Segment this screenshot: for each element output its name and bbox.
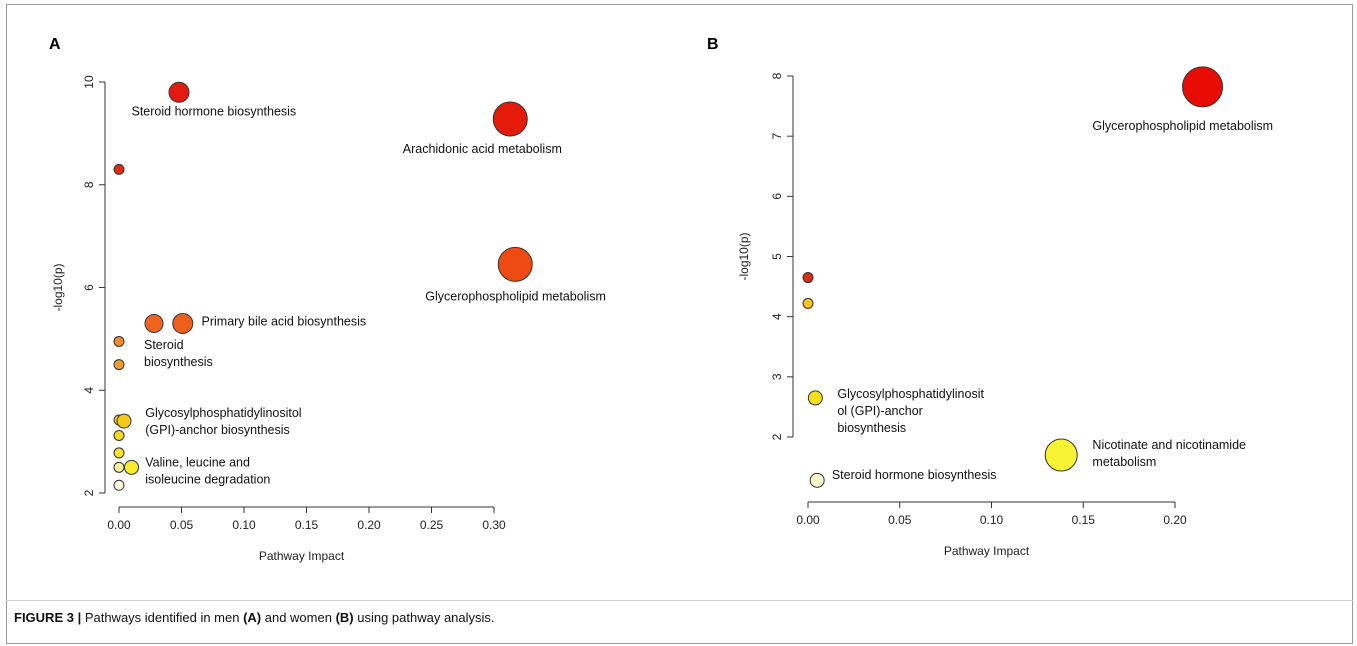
panel-a-point-label-line: (GPI)-anchor biosynthesis bbox=[145, 423, 290, 437]
panel-a-point-label-line: Glycerophospholipid metabolism bbox=[425, 289, 606, 303]
panel-a-point-label-line: biosynthesis bbox=[144, 355, 213, 369]
panel-a-x-tick-label: 0.30 bbox=[482, 518, 506, 532]
panel-b-data-point bbox=[1044, 438, 1078, 472]
panel-b-x-tick-label: 0.00 bbox=[796, 513, 820, 527]
panel-a-point-label-line: Arachidonic acid metabolism bbox=[403, 142, 562, 156]
panel-a-x-tick-label: 0.00 bbox=[107, 518, 131, 532]
panel-a-point-label: Steroid hormone biosynthesis bbox=[132, 104, 297, 118]
panel-a-point-label-line: Valine, leucine and bbox=[145, 455, 250, 469]
panel-a-point-label-line: Glycosylphosphatidylinositol bbox=[145, 406, 301, 420]
caption-text-2: and women bbox=[261, 610, 336, 625]
panel-a-y-axis-title: -log10(p) bbox=[51, 263, 65, 311]
caption-figure-label: FIGURE 3 | bbox=[14, 610, 82, 625]
panel-a-x-tick-label: 0.15 bbox=[295, 518, 319, 532]
panel-b-y-tick-label: 5 bbox=[770, 253, 784, 260]
panel-b-x-axis-title: Pathway Impact bbox=[944, 544, 1030, 558]
figure-frame bbox=[6, 4, 1353, 644]
panel-a-chart: A 2 4 6 8 10 0.00 0.05 0.10 0.15 0.20 0.25 0.30 Pathw… bbox=[49, 36, 606, 563]
panel-b-y-tick-label: 3 bbox=[770, 373, 784, 380]
panel-a-data-point bbox=[144, 313, 164, 333]
panel-a-data-point bbox=[168, 81, 190, 103]
panel-a-data-point bbox=[113, 359, 125, 371]
panel-a-x-tick-label: 0.20 bbox=[357, 518, 381, 532]
panel-a-x-tick-label: 0.05 bbox=[170, 518, 194, 532]
panel-b-point-label-line: Glycosylphosphatidylinosit bbox=[837, 387, 984, 401]
panel-a-point-label: Primary bile acid biosynthesis bbox=[202, 315, 367, 329]
panel-b-point-label: Nicotinate and nicotinamide metabolism bbox=[1092, 438, 1246, 469]
panel-b-data-point bbox=[1182, 66, 1224, 108]
panel-b-y-tick-label: 4 bbox=[770, 313, 784, 320]
panel-b-point-label: Glycosylphosphatidylinosit ol (GPI)-ancho… bbox=[837, 387, 984, 435]
panel-a-data-point bbox=[113, 479, 125, 491]
caption-text-3: using pathway analysis. bbox=[353, 610, 495, 625]
caption-divider bbox=[6, 600, 1353, 601]
panel-a-point-label: Valine, leucine and isoleucine degradatio… bbox=[145, 455, 270, 486]
panel-a-data-point bbox=[113, 335, 125, 347]
panel-a-data-point bbox=[113, 163, 125, 175]
panel-a-data-point bbox=[113, 447, 125, 459]
panel-b-point-label-line: Glycerophospholipid metabolism bbox=[1092, 119, 1273, 133]
panel-a-point-label: Steroid biosynthesis bbox=[144, 338, 213, 369]
panel-a-y-tick-label: 10 bbox=[82, 75, 96, 89]
panel-b-x-tick-label: 0.15 bbox=[1072, 513, 1096, 527]
panel-a-point-label: Glycosylphosphatidylinositol (GPI)-anchor… bbox=[145, 406, 301, 437]
panel-a-data-point bbox=[113, 429, 125, 441]
panel-a-x-tick-label: 0.10 bbox=[232, 518, 256, 532]
panel-b-x-tick-label: 0.10 bbox=[980, 513, 1004, 527]
panel-a-data-point bbox=[116, 413, 132, 429]
panel-b-point-label-line: metabolism bbox=[1092, 455, 1156, 469]
panel-b-point-label: Glycerophospholipid metabolism bbox=[1092, 119, 1273, 133]
panel-a-point-label-line: Primary bile acid biosynthesis bbox=[202, 315, 367, 329]
panel-a-x-tick-label: 0.25 bbox=[420, 518, 444, 532]
panel-b-data-point bbox=[802, 272, 814, 284]
panel-a-point-label-line: isoleucine degradation bbox=[145, 472, 270, 486]
panel-a-y-tick-label: 4 bbox=[82, 387, 96, 394]
panel-a-point-label: Glycerophospholipid metabolism bbox=[425, 289, 606, 303]
panel-a-y-tick-label: 8 bbox=[82, 181, 96, 188]
panel-b-point-label: Steroid hormone biosynthesis bbox=[832, 468, 997, 482]
figure-caption: FIGURE 3 | Pathways identified in men (A… bbox=[14, 610, 1334, 625]
panel-b-chart: B 2 3 4 5 6 7 8 0.00 0.05 0.10 0.15 0.20 Pathway Impa… bbox=[707, 36, 1273, 558]
panel-a-data-point bbox=[113, 461, 125, 473]
caption-ref-b: (B) bbox=[335, 610, 354, 625]
panel-a-x-axis-title: Pathway Impact bbox=[259, 549, 345, 563]
panel-b-data-point bbox=[807, 390, 823, 406]
panel-b-x-tick-label: 0.05 bbox=[888, 513, 912, 527]
panel-a-point-label: Arachidonic acid metabolism bbox=[403, 142, 562, 156]
panel-b-y-tick-label: 8 bbox=[770, 72, 784, 79]
panel-b-point-label-line: biosynthesis bbox=[837, 421, 906, 435]
panel-a-data-point bbox=[172, 312, 194, 334]
panel-b-y-axis-title: -log10(p) bbox=[737, 232, 751, 280]
panel-b-x-tick-label: 0.20 bbox=[1163, 513, 1187, 527]
panel-b-y-tick-label: 7 bbox=[770, 133, 784, 140]
panel-b-y-tick-label: 2 bbox=[770, 433, 784, 440]
caption-ref-a: (A) bbox=[243, 610, 262, 625]
panel-a-y-tick-label: 2 bbox=[82, 489, 96, 496]
panel-a-y-tick-label: 6 bbox=[82, 284, 96, 291]
panel-b-data-point bbox=[809, 472, 825, 488]
panel-b-y-tick-label: 6 bbox=[770, 193, 784, 200]
panel-b-point-label-line: Steroid hormone biosynthesis bbox=[832, 468, 997, 482]
panel-a-data-point bbox=[497, 246, 533, 282]
panel-a-data-point bbox=[492, 101, 528, 137]
panel-b-point-label-line: ol (GPI)-anchor bbox=[837, 404, 922, 418]
caption-text-1: Pathways identified in men bbox=[81, 610, 244, 625]
panel-a-point-label-line: Steroid hormone biosynthesis bbox=[132, 104, 297, 118]
panel-b-letter: B bbox=[707, 36, 719, 53]
panel-b-point-label-line: Nicotinate and nicotinamide bbox=[1092, 438, 1246, 452]
panel-a-letter: A bbox=[49, 36, 61, 53]
figure-canvas: A 2 4 6 8 10 0.00 0.05 0.10 0.15 0.20 0.25 0.30 Pathw… bbox=[49, 36, 1273, 563]
panel-b-data-point bbox=[802, 297, 814, 309]
panel-a-data-point bbox=[124, 459, 139, 475]
panel-a-point-label-line: Steroid bbox=[144, 338, 184, 352]
